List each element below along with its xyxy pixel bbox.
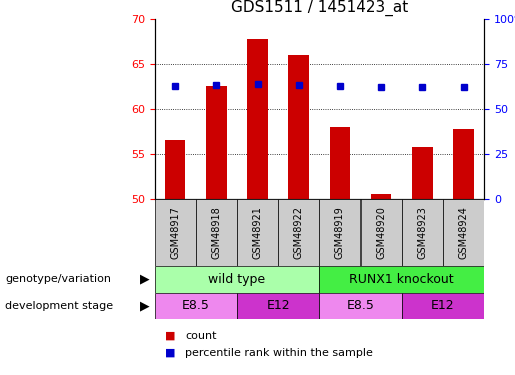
Bar: [154, 266, 319, 292]
Text: ▶: ▶: [140, 299, 149, 312]
Bar: [319, 266, 484, 292]
Text: GSM48922: GSM48922: [294, 206, 304, 259]
Bar: [278, 199, 319, 266]
Text: E8.5: E8.5: [182, 299, 210, 312]
Bar: [453, 129, 474, 199]
Bar: [443, 199, 484, 266]
Text: percentile rank within the sample: percentile rank within the sample: [185, 348, 373, 357]
Text: GSM48924: GSM48924: [458, 206, 469, 259]
Text: GSM48919: GSM48919: [335, 206, 345, 259]
Text: E12: E12: [431, 299, 455, 312]
Bar: [206, 86, 227, 199]
Bar: [360, 199, 402, 266]
Bar: [237, 292, 319, 319]
Text: GSM48918: GSM48918: [211, 206, 221, 259]
Bar: [412, 147, 433, 199]
Text: wild type: wild type: [209, 273, 265, 286]
Text: GSM48923: GSM48923: [417, 206, 427, 259]
Text: genotype/variation: genotype/variation: [5, 274, 111, 284]
Bar: [247, 39, 268, 199]
Bar: [165, 140, 185, 199]
Bar: [330, 127, 350, 199]
Bar: [196, 199, 237, 266]
Text: ■: ■: [165, 331, 175, 340]
Text: E8.5: E8.5: [347, 299, 374, 312]
Bar: [288, 55, 309, 199]
Text: GSM48917: GSM48917: [170, 206, 180, 259]
Text: ▶: ▶: [140, 273, 149, 286]
Bar: [402, 292, 484, 319]
Text: GSM48921: GSM48921: [252, 206, 263, 259]
Bar: [154, 292, 237, 319]
Title: GDS1511 / 1451423_at: GDS1511 / 1451423_at: [231, 0, 408, 16]
Bar: [237, 199, 278, 266]
Text: E12: E12: [266, 299, 290, 312]
Bar: [154, 199, 196, 266]
Bar: [402, 199, 443, 266]
Text: ■: ■: [165, 348, 175, 357]
Bar: [319, 199, 360, 266]
Text: RUNX1 knockout: RUNX1 knockout: [349, 273, 454, 286]
Text: GSM48920: GSM48920: [376, 206, 386, 259]
Bar: [371, 194, 391, 199]
Text: count: count: [185, 331, 217, 340]
Bar: [319, 292, 402, 319]
Text: development stage: development stage: [5, 301, 113, 310]
